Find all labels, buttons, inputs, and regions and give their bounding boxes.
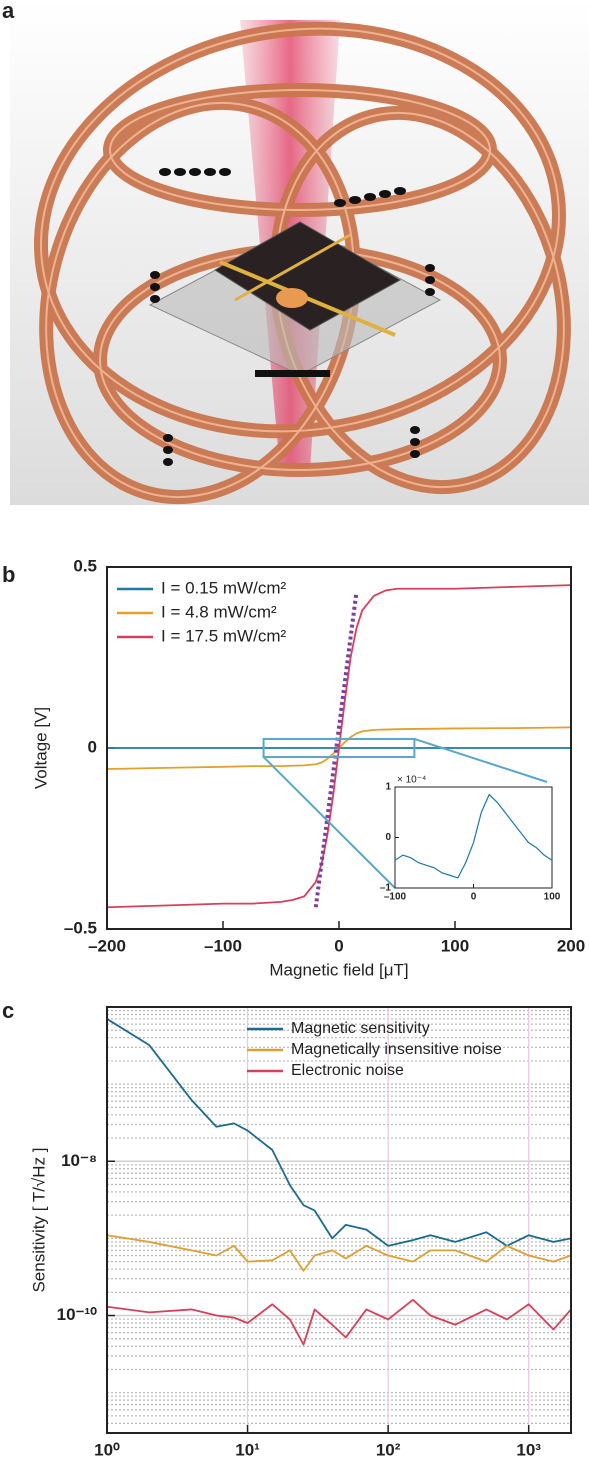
x-tick-label: 10³	[516, 1440, 541, 1459]
data-line	[106, 1298, 572, 1346]
y-tick-label: 0	[88, 737, 97, 756]
y-axis-label: Voltage [V]	[31, 707, 50, 789]
y-axis-label: Sensitivity [ T/√Hz ]	[29, 1147, 48, 1292]
x-axis-label: Magnetic field [μT]	[269, 960, 408, 979]
legend-label: Electronic noise	[291, 1062, 404, 1079]
zoom-connector	[414, 737, 548, 783]
x-tick-label: 100	[441, 936, 469, 955]
legend-label: I = 0.15 mW/cm²	[161, 578, 286, 597]
inset-line	[394, 793, 553, 879]
legend-label: Magnetic sensitivity	[291, 1020, 430, 1037]
inset-y-tick-label: 1	[385, 782, 391, 793]
panel-label: c	[2, 998, 14, 1023]
x-tick-label: –100	[204, 936, 242, 955]
legend-label: I = 17.5 mW/cm²	[161, 626, 286, 645]
x-tick-label: 0	[334, 936, 343, 955]
inset-multiplier: × 10⁻⁴	[397, 775, 426, 786]
x-tick-label: 10⁰	[94, 1440, 120, 1459]
plot-frame	[106, 566, 572, 930]
y-tick-label: 0.5	[73, 556, 97, 575]
zoom-box	[262, 737, 416, 759]
apparatus-illustration	[10, 0, 589, 505]
y-tick-label: –0.5	[64, 918, 97, 937]
x-tick-label: 10¹	[235, 1440, 260, 1459]
plot-frame	[106, 1006, 572, 1434]
fit-line	[313, 592, 359, 908]
legend-label: I = 4.8 mW/cm²	[161, 602, 277, 621]
inset-y-tick-label: –1	[380, 883, 392, 894]
x-tick-label: –200	[88, 936, 126, 955]
inset-x-tick-label: 100	[544, 892, 561, 903]
data-line	[106, 1018, 572, 1247]
panel-label: b	[2, 562, 15, 587]
legend-label: Magnetically insensitive noise	[291, 1041, 502, 1058]
inset-background	[394, 786, 553, 889]
x-tick-label: 10²	[376, 1440, 401, 1459]
inset-y-tick-label: 0	[385, 832, 391, 843]
zoom-connector	[262, 756, 396, 889]
inset-x-tick-label: –100	[384, 892, 407, 903]
y-tick-label: 10⁻⁸	[61, 1151, 97, 1170]
panel-label: a	[2, 0, 15, 23]
y-tick-label: 10⁻¹⁰	[57, 1305, 98, 1324]
data-line	[106, 584, 572, 909]
data-line	[106, 1234, 572, 1272]
x-tick-label: 200	[557, 936, 585, 955]
inset-x-tick-label: 0	[471, 892, 477, 903]
